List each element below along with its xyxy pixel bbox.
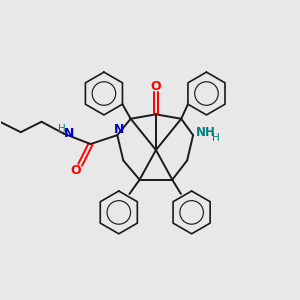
Text: O: O xyxy=(151,80,161,93)
Text: NH: NH xyxy=(196,126,215,139)
Text: O: O xyxy=(70,164,81,177)
Text: N: N xyxy=(114,123,124,136)
Text: H: H xyxy=(212,133,219,143)
Text: N: N xyxy=(64,127,74,140)
Text: H: H xyxy=(58,124,66,134)
